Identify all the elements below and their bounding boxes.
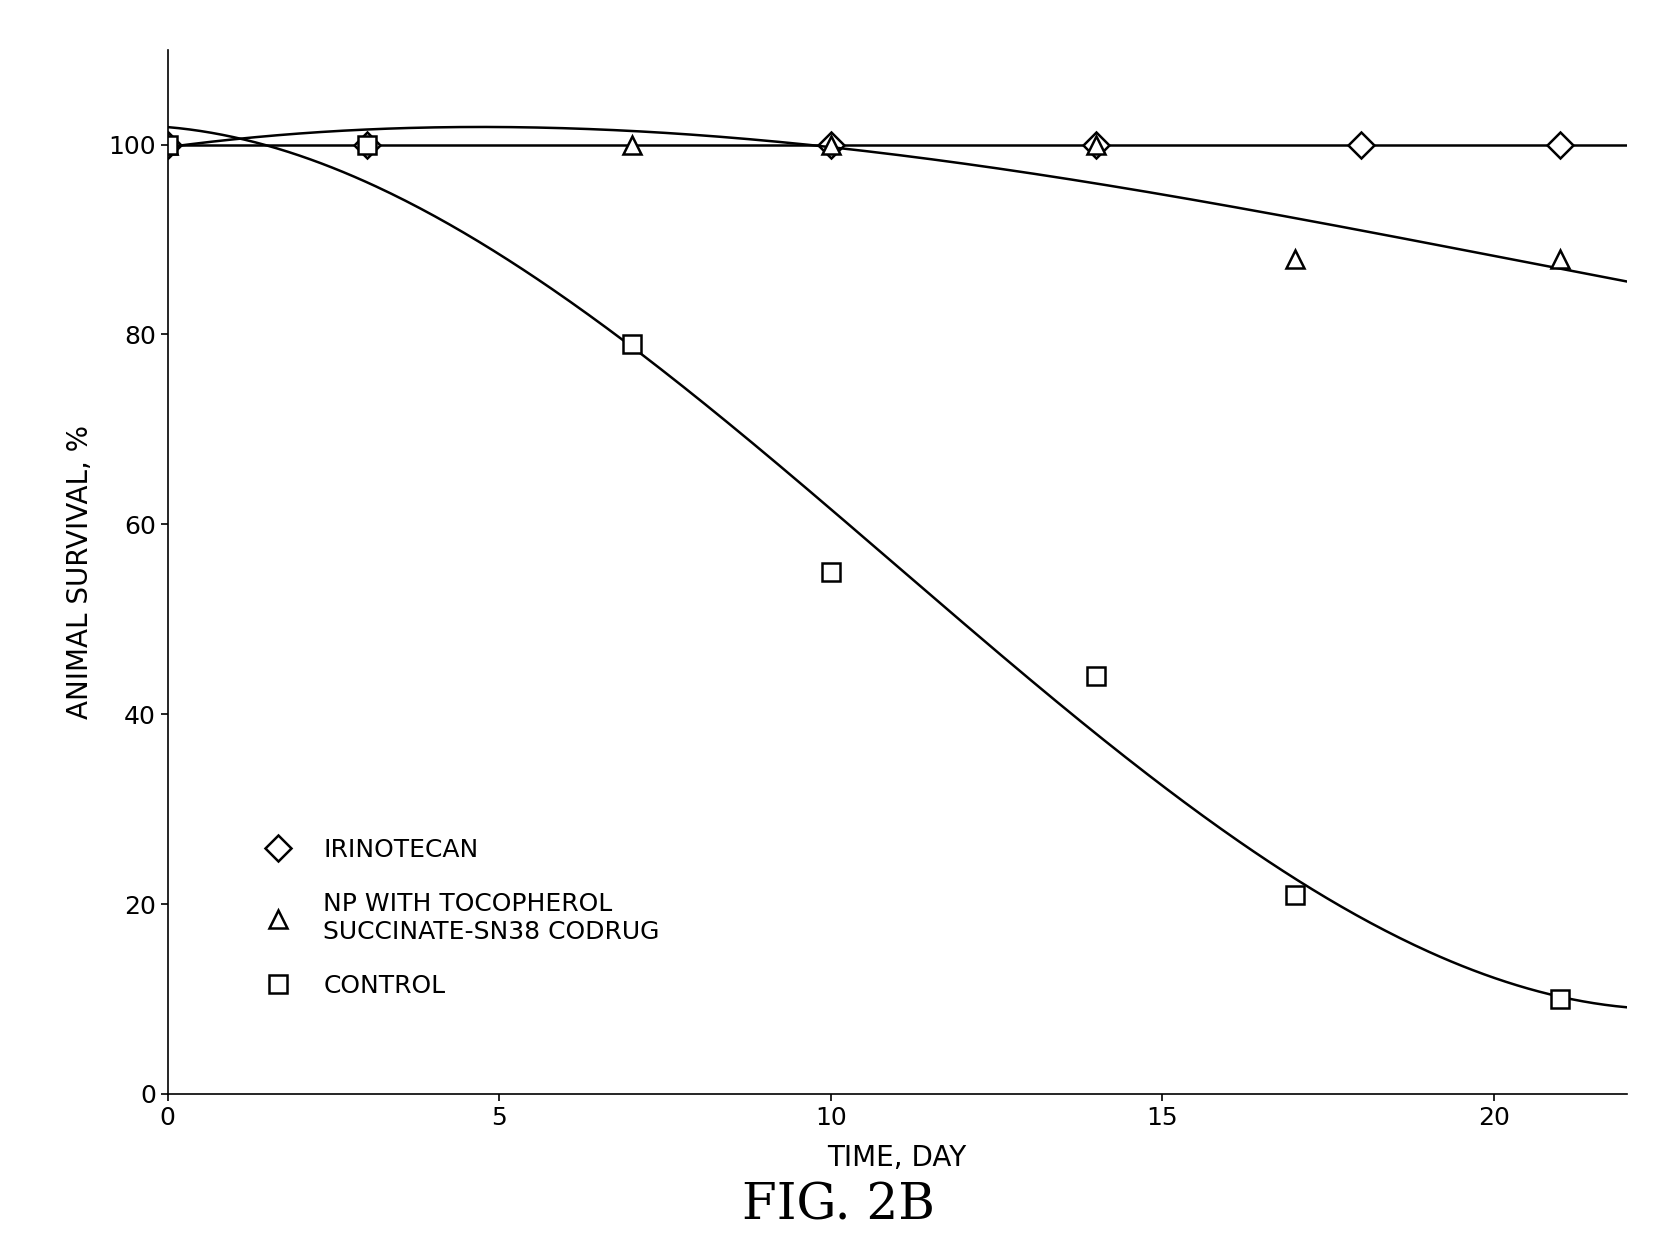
Y-axis label: ANIMAL SURVIVAL, %: ANIMAL SURVIVAL, % (67, 425, 94, 718)
Legend: IRINOTECAN, NP WITH TOCOPHEROL
SUCCINATE-SN38 CODRUG, CONTROL: IRINOTECAN, NP WITH TOCOPHEROL SUCCINATE… (253, 838, 659, 998)
Text: FIG. 2B: FIG. 2B (741, 1181, 936, 1231)
X-axis label: TIME, DAY: TIME, DAY (827, 1144, 968, 1172)
